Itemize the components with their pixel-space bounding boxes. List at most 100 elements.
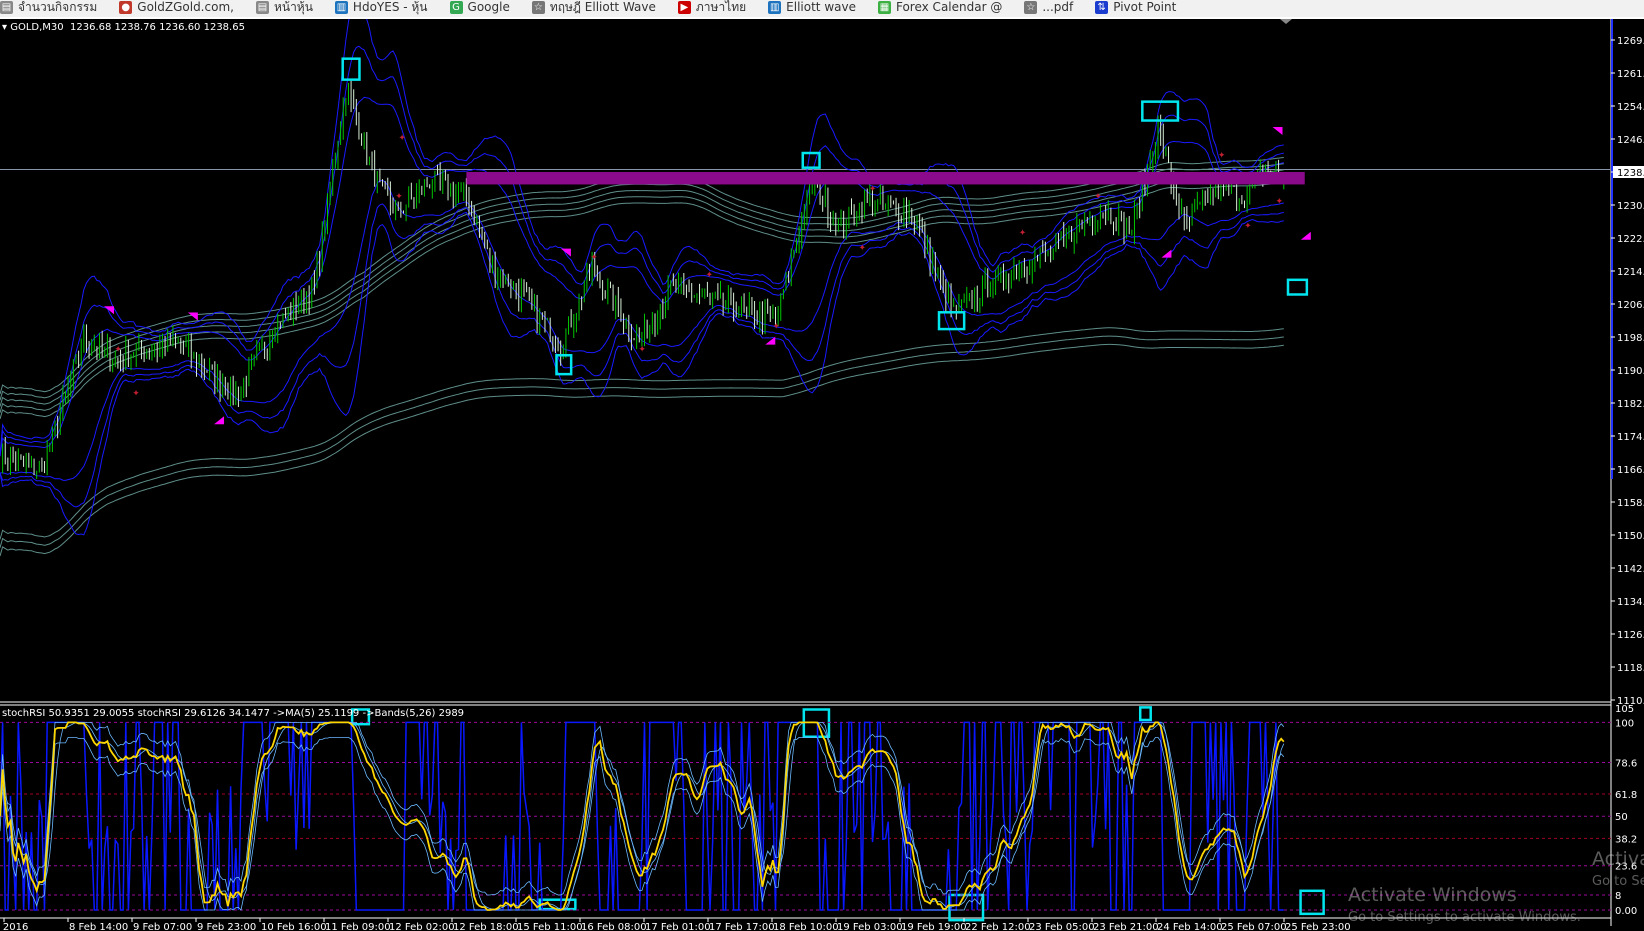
bookmark-item[interactable]: ▦ Forex Calendar @: [877, 0, 1003, 14]
slow-band-line: [0, 343, 1284, 557]
bookmark-label: Pivot Point: [1113, 0, 1177, 14]
signal-arrow-icon: [560, 248, 571, 257]
indicator-level-label: 38.2: [1615, 834, 1637, 845]
stoch-fast-line: [0, 721, 1284, 911]
star-icon: ☆: [1024, 0, 1038, 14]
time-label: 10 Feb 16:00: [261, 922, 327, 931]
bookmark-item[interactable]: ▥ Elliott wave: [768, 0, 856, 14]
bookmark-label: Google: [467, 0, 510, 14]
time-label: 11 Feb 09:00: [325, 922, 391, 931]
bookmark-item[interactable]: ☆ ...pdf: [1024, 0, 1073, 14]
signal-arrow-icon: [103, 306, 114, 315]
bookmark-item[interactable]: ▤ หน้าหุ้น: [255, 0, 313, 14]
page-icon: ▤: [255, 0, 269, 14]
candles: [2, 80, 1285, 480]
price-chart[interactable]: 1269.8 1261.8 1254.0 1246.0 1238.6 1230.0 1222…: [0, 19, 1644, 931]
slow-band-line: [0, 327, 1284, 540]
fractal-marker-icon: ✦: [132, 389, 140, 399]
stoch-slow-line: [0, 721, 1285, 911]
activate-windows-title-partial: Activa: [1592, 848, 1644, 870]
bookmark-item[interactable]: G Google: [449, 0, 510, 14]
symbol-info: ▾ GOLD,M30 1236.68 1238.76 1236.60 1238.…: [2, 22, 245, 33]
pivot-icon: ⇅: [1095, 0, 1109, 14]
signal-box: [555, 354, 573, 376]
indicator-header: stochRSI 50.9351 29.0055 stochRSI 29.612…: [2, 708, 465, 719]
price-label: 1230.0: [1617, 201, 1644, 212]
signal-box: [1299, 889, 1325, 916]
bookmark-item[interactable]: ▤ จำนวนกิจกรรม: [0, 0, 97, 14]
price-label: 1174.4: [1617, 432, 1644, 443]
time-label: 12 Feb 02:00: [389, 922, 455, 931]
page-icon: ▤: [0, 0, 13, 14]
time-label: 17 Feb 17:00: [709, 922, 775, 931]
signal-box: [350, 708, 371, 726]
bookmark-label: ภาษาไทย: [695, 0, 747, 14]
price-label: 1198.2: [1617, 333, 1644, 344]
price-label: 1110.8: [1617, 696, 1644, 707]
price-label: 1158.6: [1617, 498, 1644, 509]
fractal-marker-icon: ✦: [1276, 197, 1284, 207]
symbol-ohlc: 1236.68 1238.76 1236.60 1238.65: [70, 22, 245, 33]
signal-box: [1286, 278, 1309, 296]
collapse-triangle-icon[interactable]: ▾: [2, 22, 11, 33]
signal-arrow-icon: [1300, 231, 1311, 240]
activate-windows-subtitle-partial: Go to Se: [1592, 874, 1644, 889]
fractal-marker-icon: ✦: [869, 185, 877, 195]
price-label: 1246.0: [1617, 135, 1644, 146]
band-line: [0, 19, 1284, 457]
bookmark-item[interactable]: ☆ ทฤษฎี Elliott Wave: [531, 0, 656, 14]
stoch-band-line: [0, 737, 1285, 911]
price-label: 1222.2: [1617, 234, 1644, 245]
indicator-level-label: 61.8: [1615, 790, 1637, 801]
time-label: 12 Feb 18:00: [453, 922, 519, 931]
signal-arrow-icon: [1272, 127, 1283, 135]
price-label: 1254.0: [1617, 102, 1644, 113]
fractal-marker-icon: ✦: [1094, 192, 1102, 202]
chart-background: [0, 19, 1644, 931]
price-label: 1150.6: [1617, 531, 1644, 542]
band-line: [0, 45, 1284, 457]
time-label: 15 Feb 11:00: [517, 922, 583, 931]
price-label: 1166.4: [1617, 465, 1644, 476]
price-label: 1134.6: [1617, 597, 1644, 608]
price-label: 1261.8: [1617, 69, 1644, 80]
signal-arrow-icon: [214, 416, 225, 425]
bookmark-item[interactable]: ⇅ Pivot Point: [1095, 0, 1176, 14]
bookmark-item[interactable]: ▥ HdoYES - หุ้น: [334, 0, 428, 14]
fractal-marker-icon: ✦: [1244, 221, 1252, 231]
time-label: 9 Feb 07:00: [133, 922, 192, 931]
bookmark-item[interactable]: ● GoldZGold.com,: [119, 0, 234, 14]
price-label: 1126.6: [1617, 630, 1644, 641]
fractal-marker-icon: ✦: [1019, 229, 1027, 239]
time-label: 8 Feb 14:00: [69, 922, 128, 931]
time-label: Feb 2016: [0, 922, 28, 931]
slow-band-line: [0, 175, 1284, 413]
activate-windows-title: Activate Windows: [1348, 884, 1517, 906]
video-icon: ▶: [677, 0, 691, 14]
bookmark-label: ทฤษฎี Elliott Wave: [549, 0, 656, 14]
stoch-band-line: [0, 722, 1285, 896]
price-label: 1142.6: [1617, 564, 1644, 575]
time-label: 9 Feb 23:00: [197, 922, 256, 931]
bookmark-label: HdoYES - หุ้น: [352, 0, 428, 14]
slow-band-line: [0, 335, 1284, 548]
indicator-level-label: 0.00: [1615, 906, 1637, 917]
resistance-zone: [466, 172, 1305, 185]
price-label: 1206.2: [1617, 300, 1644, 311]
time-label: 23 Feb 21:00: [1093, 922, 1159, 931]
bookmark-item[interactable]: ▶ ภาษาไทย: [677, 0, 747, 14]
activate-windows-subtitle: Go to Settings to activate Windows.: [1348, 910, 1581, 925]
signal-arrow-icon: [765, 336, 776, 345]
fractal-marker-icon: ✦: [395, 192, 403, 202]
indicator-level-label: 100: [1615, 718, 1634, 729]
bookmark-label: GoldZGold.com,: [137, 0, 234, 14]
symbol-name: GOLD,M30: [10, 22, 64, 33]
fractal-marker-icon: ✦: [398, 133, 406, 143]
fractal-marker-icon: ✦: [638, 345, 646, 355]
fractal-marker-icon: ✦: [1218, 151, 1226, 161]
price-label: 1190.4: [1617, 366, 1644, 377]
bookmark-label: Forex Calendar @: [895, 0, 1003, 14]
bookmarks-bar: ▤ จำนวนกิจกรรม ● GoldZGold.com, ▤ หน้าหุ้น ▥ Hd…: [0, 0, 1644, 19]
signal-box: [937, 311, 966, 331]
chart-icon: ▥: [768, 0, 782, 14]
